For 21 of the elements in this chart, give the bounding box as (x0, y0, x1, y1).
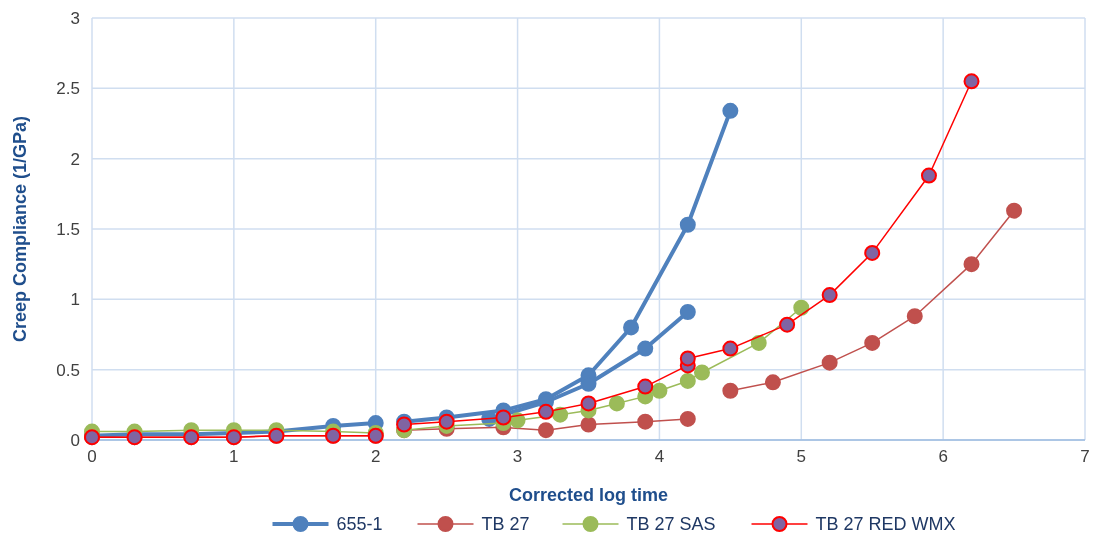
y-tick-label: 0 (70, 431, 80, 450)
x-tick-label: 7 (1080, 447, 1090, 466)
legend-label: TB 27 (481, 514, 530, 534)
legend-label: TB 27 RED WMX (815, 514, 956, 534)
y-axis-title: Creep Compliance (1/GPa) (10, 115, 30, 343)
y-tick-label: 2 (70, 149, 80, 169)
y-tick-label: 1.5 (56, 220, 80, 239)
legend-label: 655-1 (336, 514, 383, 534)
x-tick-label: 1 (229, 447, 239, 466)
x-tick-label: 0 (87, 447, 97, 466)
y-tick-label: 2.5 (56, 79, 80, 99)
x-tick-label: 2 (370, 447, 381, 466)
x-tick-label: 3 (512, 447, 523, 466)
x-tick-label: 6 (938, 447, 948, 466)
y-tick-label: 1 (70, 290, 80, 310)
x-tick-label: 5 (796, 447, 807, 466)
y-tick-label: 0.5 (56, 360, 80, 380)
x-tick-label: 4 (654, 447, 665, 466)
y-tick-label: 3 (70, 9, 80, 28)
legend-label: TB 27 SAS (626, 514, 716, 534)
x-axis-title: Corrected log time (508, 485, 669, 505)
